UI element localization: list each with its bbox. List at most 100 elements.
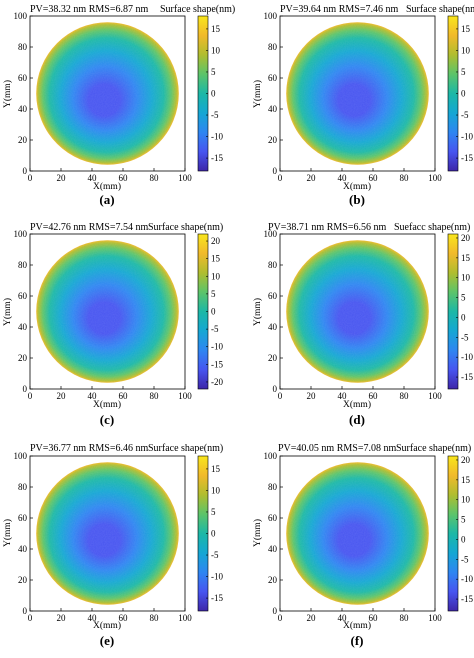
panel-e-colorbar-tick-label: -15 [211, 593, 223, 603]
panel-c-xtick-label: 0 [28, 391, 33, 401]
panel-f-ytick-label: 60 [268, 513, 278, 523]
panel-a: PV=38.32 nm RMS=6.87 nm Surface shape(nm… [2, 4, 235, 207]
panel-f-colorbar-tick-label: 10 [461, 495, 471, 505]
panel-d-xtick-label: 80 [400, 391, 410, 401]
panel-a-ylabel: Y(mm) [2, 80, 13, 108]
panel-e-surface-texture [36, 462, 179, 605]
panel-d-colorbar-tick-label: -10 [461, 352, 473, 362]
panel-e-label: (e) [100, 633, 114, 648]
panel-d-colorbar-label: Suefacc shape(nm) [394, 222, 470, 233]
panel-f: PV=40.05 nm RMS=7.08 nm Surface shape(nm… [252, 443, 473, 648]
panel-b-ytick-label: 60 [268, 73, 278, 83]
panel-b-colorbar-tick-label: -15 [461, 153, 473, 163]
panel-e-ytick-label: 100 [14, 451, 28, 461]
panel-a-ytick-label: 100 [14, 11, 28, 21]
panel-e-colorbar-label: Surface shape(nm) [148, 443, 223, 454]
panel-b-colorbar-tick-label: 10 [461, 45, 471, 55]
panel-f-xtick-label: 100 [428, 613, 442, 623]
panel-b-colorbar-tick-label: 15 [461, 24, 471, 34]
panel-d-xlabel: X(mm) [343, 399, 371, 410]
panel-b-ytick-label: 40 [268, 104, 278, 114]
panel-e-ytick-label: 0 [23, 606, 28, 616]
panel-a-surface-texture [36, 22, 179, 165]
panel-e-ytick-label: 40 [18, 544, 28, 554]
panel-a-label: (a) [99, 192, 114, 207]
panel-c-ytick-label: 60 [18, 291, 28, 301]
panel-e-xtick-label: 60 [119, 613, 129, 623]
panel-c-title: PV=42.76 nm RMS=7.54 nm [30, 222, 148, 233]
panel-b-colorbar-tick-label: -10 [461, 132, 473, 142]
panel-c-colorbar-tick-label: -20 [211, 377, 223, 387]
panel-b-xlabel: X(mm) [343, 181, 371, 192]
panel-e-ylabel: Y(mm) [2, 519, 13, 547]
panel-b-ytick-label: 20 [268, 135, 278, 145]
panel-b-xtick-label: 0 [278, 173, 283, 183]
panel-d: PV=38.71 nm RMS=6.56 nm Suefacc shape(nm… [252, 222, 473, 427]
panel-c-xtick-label: 100 [178, 391, 192, 401]
panel-c-colorbar-tick-label: -15 [211, 359, 223, 369]
panel-c-colorbar-tick-label: -5 [211, 324, 219, 334]
panel-c-ytick-label: 20 [18, 353, 28, 363]
panel-c-ytick-label: 100 [14, 229, 28, 239]
panel-b-colorbar-tick-label: 0 [461, 89, 466, 99]
panel-d-colorbar-tick-label: 10 [461, 273, 471, 283]
panel-e-ytick-label: 60 [18, 513, 28, 523]
panel-d-xtick-label: 100 [428, 391, 442, 401]
panel-d-ytick-label: 100 [264, 229, 278, 239]
panel-b-title: PV=39.64 nm RMS=7.46 nm [280, 4, 398, 15]
panel-a-ytick-label: 0 [23, 166, 28, 176]
panel-d-colorbar-tick-label: 15 [461, 253, 471, 263]
panel-b-colorbar-tick-label: -5 [461, 110, 469, 120]
panel-f-ytick-label: 80 [268, 482, 278, 492]
panel-c-colorbar-tick-label: 0 [211, 307, 216, 317]
panel-d-label: (d) [349, 412, 365, 427]
panel-f-label: (f) [351, 633, 364, 648]
panel-c-label: (c) [100, 412, 114, 427]
panel-e-colorbar-tick-label: 5 [211, 507, 216, 517]
panel-e-xtick-label: 40 [88, 613, 98, 623]
panel-a-ytick-label: 40 [18, 104, 28, 114]
panel-d-xtick-label: 40 [338, 391, 348, 401]
panel-a-ytick-label: 80 [18, 42, 28, 52]
panel-e-title: PV=36.77 nm RMS=6.46 nm [30, 443, 148, 454]
panel-a-colorbar-tick-label: -5 [211, 110, 219, 120]
panel-f-colorbar-tick-label: -10 [461, 574, 473, 584]
panel-e-colorbar-tick-label: 10 [211, 485, 221, 495]
panel-a-colorbar-tick-label: -10 [211, 132, 223, 142]
panel-e-ytick-label: 20 [18, 575, 28, 585]
panel-d-ytick-label: 60 [268, 291, 278, 301]
panel-b-surface-texture [286, 22, 429, 165]
panel-b: PV=39.64 nm RMS=7.46 nm Surface shape(nm… [252, 4, 474, 207]
panel-f-xtick-label: 80 [400, 613, 410, 623]
panel-d-xtick-label: 20 [307, 391, 317, 401]
panel-c-colorbar-tick-label: 5 [211, 289, 216, 299]
panel-a-colorbar-tick-label: 0 [211, 89, 216, 99]
panel-b-xtick-label: 100 [428, 173, 442, 183]
panel-c: PV=42.76 nm RMS=7.54 nm Surface shape(nm… [2, 222, 223, 427]
panel-e: PV=36.77 nm RMS=6.46 nm Surface shape(nm… [2, 443, 223, 648]
panel-e-colorbar-tick-label: 0 [211, 529, 216, 539]
panel-e-xtick-label: 80 [150, 613, 160, 623]
panel-f-xtick-label: 20 [307, 613, 317, 623]
panel-f-colorbar-label: Surface shape(nm) [396, 443, 471, 454]
panel-a-colorbar-tick-label: 15 [211, 24, 221, 34]
panel-a-xtick-label: 60 [119, 173, 129, 183]
panel-e-colorbar-tick-label: 15 [211, 464, 221, 474]
panel-f-title: PV=40.05 nm RMS=7.08 nm [278, 443, 396, 454]
panel-a-colorbar-tick-label: 10 [211, 45, 221, 55]
panel-d-ytick-label: 80 [268, 260, 278, 270]
panel-d-ytick-label: 40 [268, 322, 278, 332]
panel-b-ylabel: Y(mm) [252, 80, 263, 108]
panel-b-ytick-label: 80 [268, 42, 278, 52]
panel-b-xtick-label: 20 [307, 173, 317, 183]
panel-e-xlabel: X(mm) [93, 620, 121, 631]
panel-a-xtick-label: 80 [150, 173, 160, 183]
panel-f-ylabel: Y(mm) [252, 519, 263, 547]
panel-c-xtick-label: 80 [150, 391, 160, 401]
panel-c-ytick-label: 0 [23, 384, 28, 394]
panel-c-colorbar-tick-label: -10 [211, 342, 223, 352]
panel-d-title: PV=38.71 nm RMS=6.56 nm [268, 222, 386, 233]
panel-c-xlabel: X(mm) [93, 399, 121, 410]
panel-b-xtick-label: 40 [338, 173, 348, 183]
panel-a-xtick-label: 100 [178, 173, 192, 183]
